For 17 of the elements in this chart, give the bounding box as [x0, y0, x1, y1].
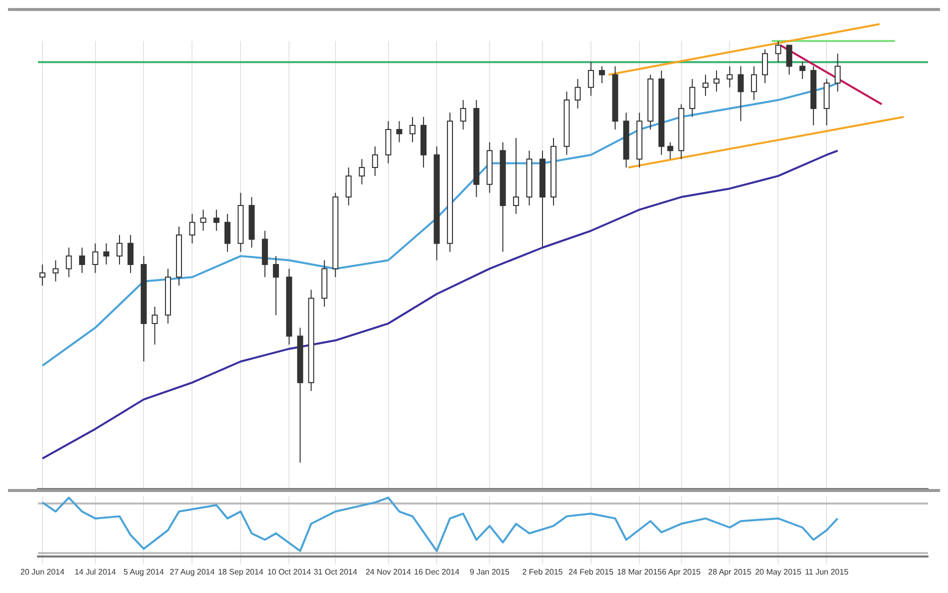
x-tick-label: 20 Jun 2014 [20, 567, 65, 576]
x-tick-label: 24 Nov 2014 [366, 567, 412, 576]
x-tick-label: 20 May 2015 [755, 567, 802, 576]
x-tick-label: 16 Dec 2014 [414, 567, 460, 576]
x-tick-label: 31 Oct 2014 [314, 567, 358, 576]
x-tick-label: 28 Apr 2015 [708, 567, 752, 576]
x-tick-label: 2 Feb 2015 [522, 567, 564, 576]
x-tick-label: 27 Aug 2014 [170, 567, 216, 576]
x-tick-label: 5 Aug 2014 [124, 567, 165, 576]
x-tick-label: 18 Mar 2015 [616, 567, 662, 576]
x-tick-label: 14 Jul 2014 [74, 567, 117, 576]
x-tick-label: 24 Feb 2015 [568, 567, 614, 576]
x-tick-label: 6 Apr 2015 [662, 567, 702, 576]
x-tick-label: 11 Jun 2015 [804, 567, 849, 576]
x-tick-label: 9 Jan 2015 [470, 567, 510, 576]
x-tick-label: 10 Oct 2014 [267, 567, 312, 576]
x-tick-label: 18 Sep 2014 [218, 567, 264, 576]
